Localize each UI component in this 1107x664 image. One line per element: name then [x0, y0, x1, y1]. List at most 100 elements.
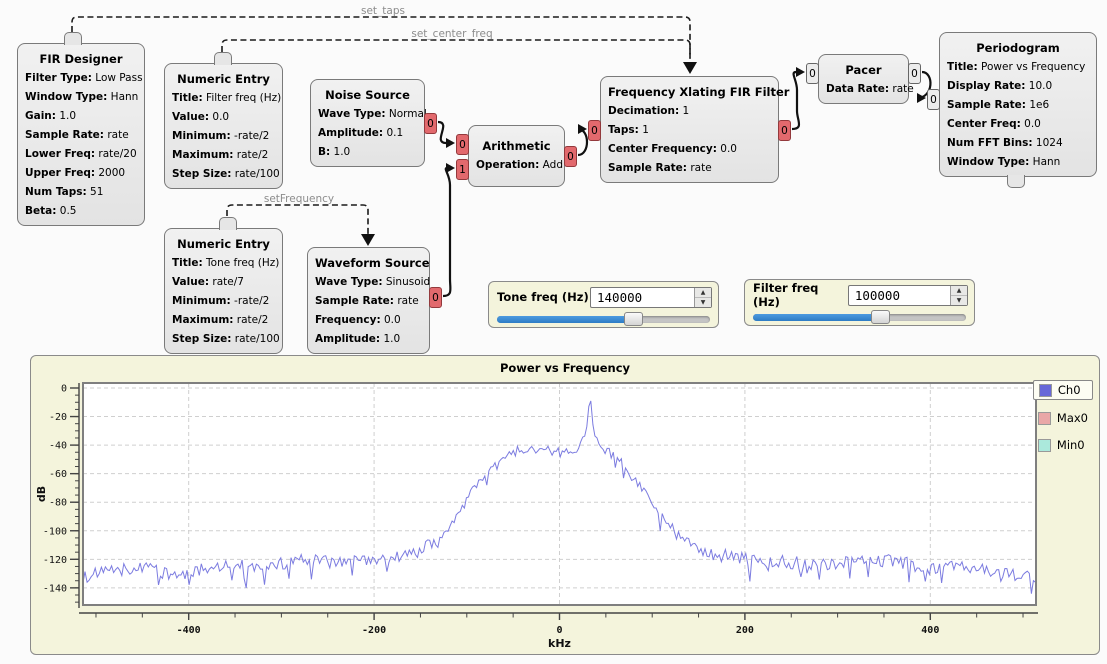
arrowhead: [446, 163, 455, 173]
block-title: Numeric Entry: [172, 69, 275, 89]
message-port-nub[interactable]: [64, 32, 82, 45]
legend-swatch-ch0: [1039, 384, 1052, 397]
input-port[interactable]: 0: [927, 89, 940, 110]
msg-label-set-frequency: setFrequency: [264, 193, 334, 205]
legend-label: Ch0: [1058, 383, 1081, 397]
legend-swatch-min0: [1038, 439, 1051, 452]
block-title: Numeric Entry: [172, 234, 275, 254]
spin-buttons[interactable]: ▲▼: [950, 286, 967, 305]
svg-text:-100: -100: [43, 526, 67, 537]
block-title: FIR Designer: [25, 49, 137, 69]
plot-legend: Ch0 Max0 Min0: [1033, 380, 1093, 454]
message-port-nub[interactable]: [219, 217, 237, 230]
tone-freq-value[interactable]: 140000: [591, 288, 694, 307]
filter-freq-spinbox[interactable]: 100000 ▲▼: [848, 285, 968, 306]
arrowhead: [578, 124, 587, 134]
output-port[interactable]: 0: [429, 287, 442, 308]
svg-text:-60: -60: [49, 469, 67, 480]
power-vs-frequency-chart: 0-20-40-60-80-100-120-140-400-2000200400…: [31, 356, 1099, 654]
arrowhead: [796, 67, 805, 77]
block-waveform-source[interactable]: Waveform Source Wave Type: SinusoidSampl…: [307, 247, 430, 354]
svg-text:-120: -120: [43, 555, 67, 566]
legend-item-ch0[interactable]: Ch0: [1033, 380, 1093, 400]
svg-text:-20: -20: [49, 412, 67, 423]
arrowhead: [446, 138, 455, 148]
msg-label-set-center-freq: set_center_freq: [411, 28, 492, 40]
tone-freq-label: Tone freq (Hz): [495, 290, 589, 304]
tone-freq-control: Tone freq (Hz) 140000 ▲▼: [488, 281, 719, 328]
slider-track[interactable]: [497, 316, 710, 323]
block-numeric-entry-filter[interactable]: Numeric Entry Title: Filter freq (Hz)Val…: [164, 63, 283, 189]
tone-freq-slider[interactable]: [495, 311, 712, 327]
filter-freq-control: Filter freq (Hz) 100000 ▲▼: [744, 279, 975, 326]
slider-handle[interactable]: [871, 310, 890, 324]
slider-track[interactable]: [753, 314, 966, 321]
msg-connection-set-center-freq[interactable]: [222, 40, 690, 58]
block-params: Title: Tone freq (Hz)Value: rate/7Minimu…: [172, 254, 275, 349]
svg-text:0: 0: [61, 383, 67, 394]
message-port-nub[interactable]: [1007, 175, 1025, 188]
block-title: Pacer: [826, 60, 901, 80]
spin-down-icon[interactable]: ▼: [695, 298, 711, 307]
filter-freq-value[interactable]: 100000: [849, 286, 950, 305]
block-pacer[interactable]: Pacer Data Rate: rate 0 0: [818, 54, 909, 104]
input-port[interactable]: 0: [806, 63, 819, 84]
periodogram-panel: 0-20-40-60-80-100-120-140-400-2000200400…: [30, 355, 1100, 655]
block-params: Decimation: 1Taps: 1Center Frequency: 0.…: [608, 102, 771, 178]
connection-arith-to-fxff[interactable]: [578, 129, 587, 155]
svg-text:200: 200: [736, 625, 754, 636]
legend-label: Min0: [1057, 438, 1085, 452]
tone-freq-spinbox[interactable]: 140000 ▲▼: [590, 287, 712, 308]
legend-swatch-max0: [1038, 412, 1051, 425]
legend-item-min0[interactable]: Min0: [1033, 436, 1093, 454]
filter-freq-slider[interactable]: [751, 309, 968, 325]
connection-waveform-to-arith[interactable]: [443, 168, 450, 296]
slider-fill: [753, 314, 881, 321]
svg-text:kHz: kHz: [548, 637, 571, 650]
block-fir-designer[interactable]: FIR Designer Filter Type: Low PassWindow…: [17, 43, 145, 226]
slider-handle[interactable]: [624, 312, 643, 326]
spin-down-icon[interactable]: ▼: [951, 296, 967, 305]
svg-text:-140: -140: [43, 583, 67, 594]
block-title: Periodogram: [947, 38, 1089, 58]
output-port[interactable]: 0: [564, 146, 577, 167]
arrowhead: [361, 234, 375, 246]
spin-up-icon[interactable]: ▲: [695, 288, 711, 298]
block-params: Wave Type: SinusoidSample Rate: rateFreq…: [315, 273, 422, 349]
block-numeric-entry-tone[interactable]: Numeric Entry Title: Tone freq (Hz)Value…: [164, 228, 283, 354]
input-port[interactable]: 0: [456, 134, 469, 155]
connection-noise-to-arith[interactable]: [438, 122, 446, 143]
svg-text:dB: dB: [35, 486, 48, 502]
svg-text:-40: -40: [49, 441, 67, 452]
output-port[interactable]: 0: [778, 120, 791, 141]
block-params: Data Rate: rate: [826, 80, 901, 99]
block-params: Wave Type: NormalAmplitude: 0.1B: 1.0: [318, 105, 417, 162]
block-params: Title: Power vs FrequencyDisplay Rate: 1…: [947, 58, 1089, 172]
msg-label-set-taps: set_taps: [361, 5, 405, 17]
msg-connection-set-taps[interactable]: [72, 17, 690, 62]
spin-buttons[interactable]: ▲▼: [694, 288, 711, 307]
arrowhead: [917, 93, 926, 103]
block-params: Operation: Add: [476, 156, 557, 175]
input-port[interactable]: 0: [588, 120, 601, 141]
svg-text:-80: -80: [49, 498, 67, 509]
block-freq-xlating-fir-filter[interactable]: Frequency Xlating FIR Filter Decimation:…: [600, 76, 779, 183]
slider-fill: [497, 316, 633, 323]
block-params: Filter Type: Low PassWindow Type: HannGa…: [25, 69, 137, 221]
svg-text:-400: -400: [177, 625, 201, 636]
input-port[interactable]: 1: [456, 159, 469, 180]
svg-text:400: 400: [921, 625, 939, 636]
arrowhead: [683, 62, 697, 74]
connection-fxff-to-pacer[interactable]: [792, 72, 799, 129]
block-periodogram[interactable]: Periodogram Title: Power vs FrequencyDis…: [939, 32, 1097, 177]
block-title: Noise Source: [318, 85, 417, 105]
legend-item-max0[interactable]: Max0: [1033, 409, 1093, 427]
block-title: Frequency Xlating FIR Filter: [608, 82, 771, 102]
spin-up-icon[interactable]: ▲: [951, 286, 967, 296]
output-port[interactable]: 0: [424, 113, 437, 134]
message-port-nub[interactable]: [214, 52, 232, 65]
block-noise-source[interactable]: Noise Source Wave Type: NormalAmplitude:…: [310, 79, 425, 167]
filter-freq-label: Filter freq (Hz): [751, 281, 848, 309]
block-arithmetic[interactable]: Arithmetic Operation: Add 0 1 0: [468, 125, 565, 187]
output-port[interactable]: 0: [908, 63, 921, 84]
